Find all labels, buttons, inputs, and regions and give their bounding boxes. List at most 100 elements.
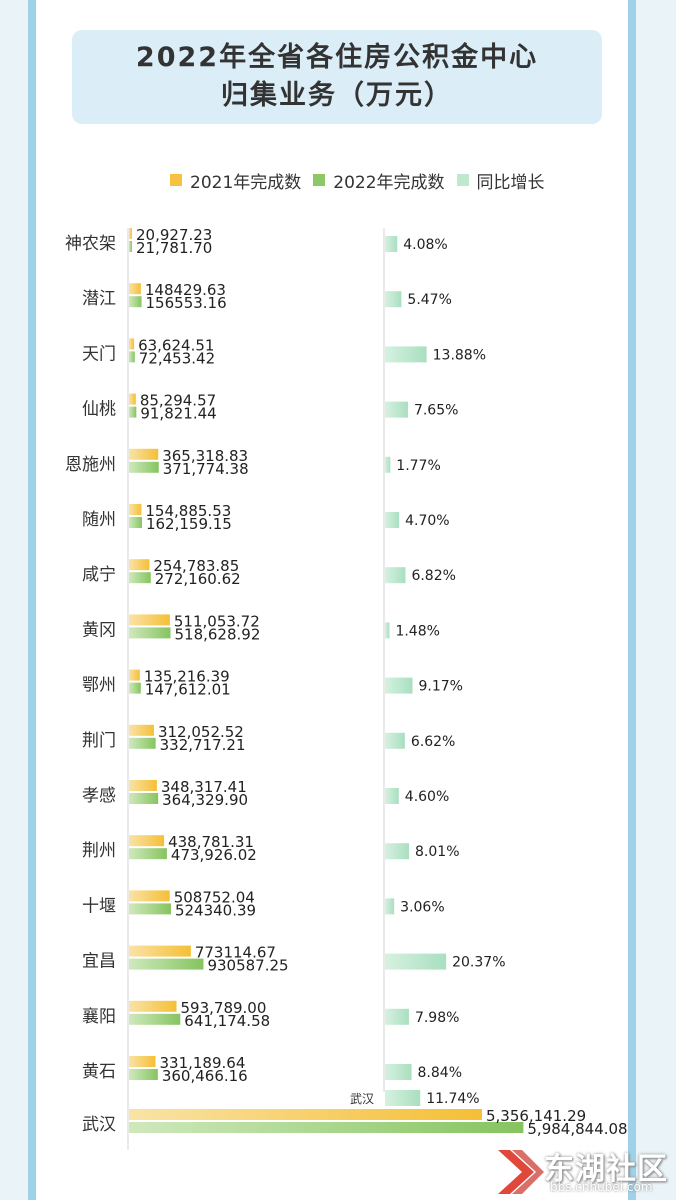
- bar-2022-cat-4: [129, 461, 159, 473]
- data-label-2022-cat-14: 641,174.58: [184, 1012, 270, 1030]
- bar-growth-cat-0: [385, 236, 398, 252]
- data-label-2022-cat-4: 371,774.38: [163, 460, 249, 478]
- bar-2022-cat-2: [129, 351, 135, 363]
- bar-2022-cat-12: [129, 903, 171, 915]
- bar-2021-cat-0: [129, 228, 132, 239]
- bar-2021-cat-14: [129, 1000, 177, 1012]
- category-label-cat-7: 黄冈: [82, 620, 116, 640]
- bar-growth-cat-15: [385, 1064, 412, 1080]
- bar-growth-cat-5: [385, 512, 400, 528]
- legend-label-growth: 同比增长: [476, 172, 545, 193]
- bar-2021-cat-12: [129, 890, 170, 902]
- data-label-2021-cat-16: 5,356,141.29: [486, 1107, 586, 1125]
- data-label-growth-cat-1: 5.47%: [407, 292, 451, 308]
- bar-growth-cat-12: [385, 898, 395, 915]
- data-label-growth-cat-8: 9.17%: [419, 679, 463, 695]
- category-label-cat-12: 十堰: [82, 896, 116, 916]
- data-label-2021-cat-1: 148429.63: [145, 281, 226, 299]
- bar-growth-cat-7: [385, 622, 390, 639]
- data-label-growth-cat-6: 6.82%: [411, 568, 455, 584]
- data-label-growth-cat-16: 11.74%: [426, 1091, 479, 1107]
- data-label-growth-cat-12: 3.06%: [400, 899, 444, 915]
- legend-swatch-2021: [170, 174, 182, 186]
- legend-item-growth: 同比增长: [456, 168, 545, 193]
- chart-title-line-1: 2022年全省各住房公积金中心: [135, 42, 539, 73]
- bar-2022-cat-5: [129, 517, 142, 528]
- legend-swatch-growth: [456, 174, 469, 186]
- bar-2022-cat-3: [129, 406, 137, 418]
- legend-label-2021: 2021年完成数: [190, 172, 302, 193]
- data-label-2022-cat-3: 91,821.44: [140, 405, 216, 423]
- bar-2022-cat-8: [129, 682, 141, 694]
- data-label-growth-cat-4: 1.77%: [396, 458, 440, 474]
- data-label-growth-cat-2: 13.88%: [433, 347, 486, 363]
- category-label-cat-10: 孝感: [82, 786, 116, 806]
- bar-growth-cat-4: [385, 456, 391, 473]
- bar-growth-cat-10: [385, 788, 399, 804]
- growth-annotation-label: 武汉: [350, 1092, 374, 1106]
- data-label-2021-cat-6: 254,783.85: [153, 557, 239, 575]
- data-label-growth-cat-10: 4.60%: [405, 789, 449, 805]
- data-label-2022-cat-10: 364,329.90: [162, 791, 248, 809]
- data-label-growth-cat-15: 8.84%: [418, 1065, 462, 1081]
- legend-swatch-2022: [313, 174, 326, 186]
- data-label-growth-cat-11: 8.01%: [415, 844, 459, 860]
- data-label-2022-cat-15: 360,466.16: [162, 1067, 248, 1085]
- data-label-growth-cat-5: 4.70%: [405, 513, 449, 529]
- data-label-2022-cat-0: 21,781.70: [136, 239, 212, 257]
- bar-2022-cat-0: [129, 241, 132, 252]
- bar-growth-cat-1: [385, 291, 402, 308]
- bar-growth-cat-6: [385, 567, 406, 584]
- data-label-2021-cat-12: 508752.04: [174, 888, 255, 906]
- data-label-growth-cat-14: 7.98%: [415, 1010, 459, 1026]
- category-label-cat-6: 咸宁: [82, 565, 116, 585]
- bar-2021-cat-5: [129, 504, 142, 515]
- bar-2022-cat-6: [129, 572, 151, 584]
- data-label-2022-cat-8: 147,612.01: [145, 681, 231, 699]
- bar-2022-cat-10: [129, 793, 159, 804]
- bar-2021-cat-9: [129, 724, 154, 736]
- bar-growth-cat-3: [385, 401, 408, 418]
- data-label-growth-cat-13: 20.37%: [452, 955, 505, 971]
- left-border: [28, 0, 36, 1200]
- data-label-2021-cat-15: 331,189.64: [159, 1054, 245, 1072]
- bar-2021-cat-8: [129, 669, 140, 681]
- legend-item-2022: 2022年完成数: [313, 168, 445, 193]
- bar-growth-cat-9: [385, 732, 405, 749]
- category-label-cat-13: 宜昌: [82, 952, 116, 972]
- data-label-growth-cat-3: 7.65%: [414, 403, 458, 419]
- chart-title-line-2: 归集业务（万元）: [221, 80, 453, 111]
- data-label-2022-cat-1: 156553.16: [146, 294, 227, 312]
- data-label-growth-cat-7: 1.48%: [395, 623, 439, 639]
- bar-2021-cat-16: [129, 1109, 482, 1120]
- data-label-2022-cat-13: 930587.25: [207, 957, 288, 975]
- category-label-cat-0: 神农架: [65, 234, 116, 254]
- data-label-2021-cat-3: 85,294.57: [140, 392, 216, 410]
- bar-2021-cat-6: [129, 559, 150, 571]
- bar-2021-cat-2: [129, 338, 135, 350]
- bar-2022-cat-13: [129, 958, 204, 970]
- data-label-2021-cat-10: 348,317.41: [161, 778, 247, 796]
- chart-panel: [36, 0, 628, 1200]
- category-label-cat-16: 武汉: [82, 1115, 116, 1135]
- data-label-2021-cat-0: 20,927.23: [136, 226, 212, 244]
- category-label-cat-4: 恩施州: [65, 455, 116, 475]
- data-label-2021-cat-5: 154,885.53: [145, 502, 231, 520]
- data-label-2021-cat-13: 773114.67: [195, 944, 276, 962]
- data-label-2021-cat-2: 63,624.51: [138, 336, 214, 354]
- bar-growth-cat-13: [385, 953, 447, 970]
- bar-2022-cat-16: [129, 1122, 524, 1133]
- bar-2022-cat-9: [129, 737, 156, 749]
- bar-2021-cat-3: [129, 393, 136, 405]
- bar-2022-cat-11: [129, 848, 167, 860]
- data-label-2022-cat-7: 518,628.92: [174, 625, 260, 643]
- category-label-cat-9: 荆门: [82, 731, 116, 751]
- watermark-url: bbs.cnhubei.com: [550, 1180, 653, 1194]
- bar-2021-cat-1: [129, 283, 141, 295]
- bar-2022-cat-15: [129, 1069, 158, 1080]
- data-label-2021-cat-11: 438,781.31: [168, 833, 254, 851]
- data-label-2021-cat-9: 312,052.52: [158, 723, 244, 741]
- category-label-cat-1: 潜江: [82, 289, 116, 309]
- watermark: 东湖社区 bbs.cnhubei.com: [492, 1142, 672, 1198]
